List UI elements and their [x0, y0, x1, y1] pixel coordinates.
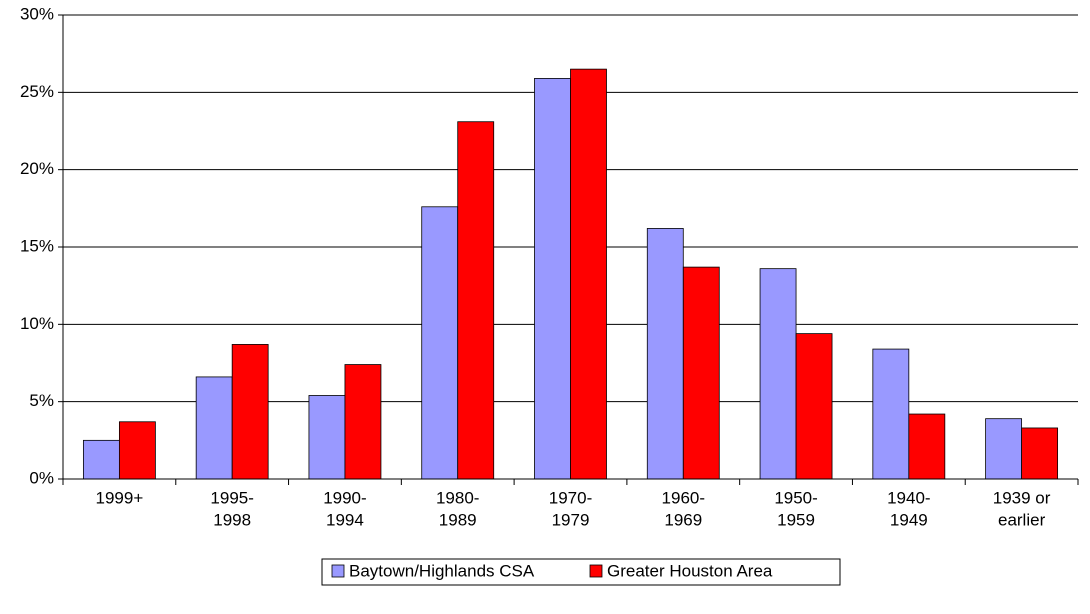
- y-tick-label: 0%: [29, 468, 54, 487]
- x-tick-label: 1970-: [549, 488, 592, 507]
- x-tick-label: 1969: [664, 510, 702, 529]
- y-tick-label: 10%: [20, 314, 54, 333]
- bar: [646, 228, 684, 480]
- legend-label: Greater Houston Area: [607, 561, 773, 580]
- x-tick-label: earlier: [998, 510, 1046, 529]
- x-tick-label: 1990-: [323, 488, 366, 507]
- bar: [308, 395, 346, 480]
- x-tick-label: 1980-: [436, 488, 479, 507]
- x-tick-label: 1959: [777, 510, 815, 529]
- bar: [457, 121, 495, 480]
- legend-label: Baytown/Highlands CSA: [349, 561, 535, 580]
- x-tick-label: 1939 or: [993, 488, 1051, 507]
- bar: [118, 421, 156, 480]
- y-tick-label: 15%: [20, 236, 54, 255]
- y-tick-label: 25%: [20, 82, 54, 101]
- x-tick-label: 1994: [326, 510, 364, 529]
- x-tick-label: 1989: [439, 510, 477, 529]
- bar: [195, 376, 233, 480]
- y-tick-label: 20%: [20, 159, 54, 178]
- bar: [344, 364, 382, 480]
- x-tick-label: 1998: [213, 510, 251, 529]
- y-tick-label: 5%: [29, 391, 54, 410]
- y-tick-label: 30%: [20, 4, 54, 23]
- bar: [985, 418, 1023, 480]
- x-tick-label: 1999+: [96, 488, 144, 507]
- x-tick-label: 1940-: [887, 488, 930, 507]
- x-tick-label: 1950-: [774, 488, 817, 507]
- x-tick-label: 1979: [552, 510, 590, 529]
- x-tick-label: 1995-: [210, 488, 253, 507]
- bar: [795, 333, 833, 480]
- bar: [908, 413, 946, 480]
- legend-swatch: [331, 564, 345, 578]
- legend-swatch: [589, 564, 603, 578]
- bar: [421, 206, 459, 480]
- bar: [682, 266, 720, 480]
- bar: [759, 268, 797, 480]
- bar: [1021, 427, 1059, 480]
- bar: [872, 348, 910, 480]
- bar: [570, 68, 607, 480]
- bar: [534, 78, 571, 480]
- x-tick-label: 1960-: [662, 488, 705, 507]
- bar: [231, 344, 269, 480]
- bar: [82, 439, 120, 480]
- legend-box: [321, 558, 841, 586]
- x-tick-label: 1949: [890, 510, 928, 529]
